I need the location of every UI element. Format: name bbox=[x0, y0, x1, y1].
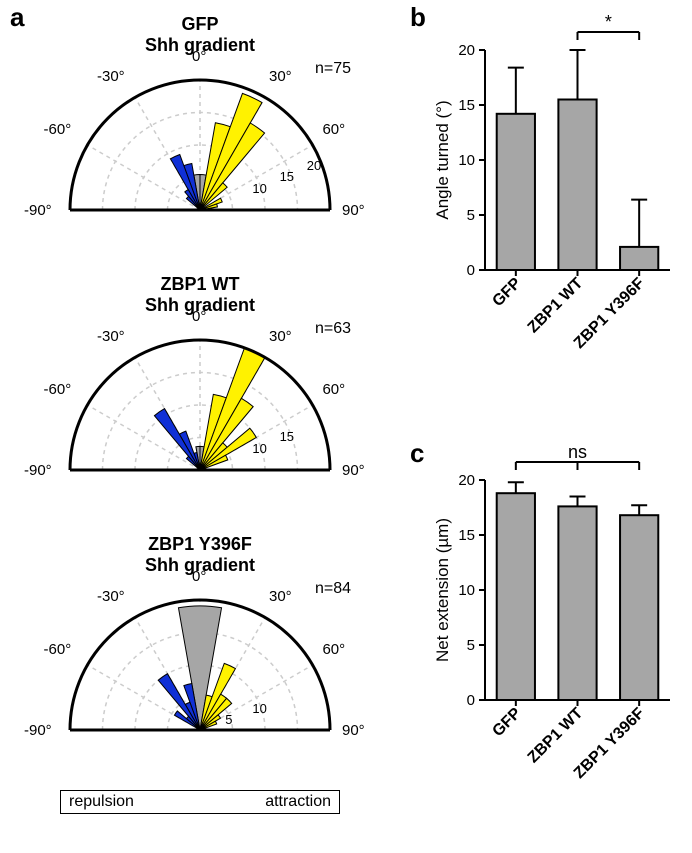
svg-text:ZBP1 WT: ZBP1 WT bbox=[525, 705, 587, 767]
panel-b-label: b bbox=[410, 2, 426, 33]
angle-label: 60° bbox=[322, 121, 345, 138]
svg-text:10: 10 bbox=[458, 582, 475, 599]
legend-attraction: attraction bbox=[265, 793, 331, 811]
svg-text:10: 10 bbox=[458, 152, 475, 169]
angle-label: 30° bbox=[269, 588, 292, 605]
angle-label: -90° bbox=[24, 202, 52, 219]
panel-a-label: a bbox=[10, 2, 24, 33]
figure-root: a b c GFPShh gradientn=75-90°-60°-30°0°3… bbox=[0, 0, 692, 853]
svg-text:Net extension (µm): Net extension (µm) bbox=[433, 518, 452, 662]
svg-text:Angle turned (°): Angle turned (°) bbox=[433, 100, 452, 219]
angle-label: 90° bbox=[342, 722, 365, 739]
radial-tick-label: 10 bbox=[252, 701, 266, 716]
angle-label: -60° bbox=[44, 381, 72, 398]
angle-label: 90° bbox=[342, 202, 365, 219]
svg-text:GFP: GFP bbox=[489, 275, 525, 311]
angle-label: -60° bbox=[44, 121, 72, 138]
svg-text:ZBP1 WT: ZBP1 WT bbox=[525, 275, 587, 337]
angle-label: 30° bbox=[269, 68, 292, 85]
panel-c-label: c bbox=[410, 438, 424, 469]
bar-chart-angle-turned: 05101520Angle turned (°)GFPZBP1 WTZBP1 Y… bbox=[430, 10, 680, 370]
radial-tick-label: 10 bbox=[252, 441, 266, 456]
radial-tick-label: 15 bbox=[280, 169, 294, 184]
radial-tick-label: 10 bbox=[252, 181, 266, 196]
radial-tick-label: 5 bbox=[225, 712, 232, 727]
svg-text:0: 0 bbox=[467, 692, 475, 709]
n-label: n=75 bbox=[315, 60, 351, 78]
angle-label: -30° bbox=[97, 588, 125, 605]
svg-text:5: 5 bbox=[467, 637, 475, 654]
polar-gfp: GFPShh gradientn=75-90°-60°-30°0°30°60°9… bbox=[30, 20, 370, 250]
svg-text:0: 0 bbox=[467, 262, 475, 279]
polar-y396f: ZBP1 Y396FShh gradientn=84-90°-60°-30°0°… bbox=[30, 540, 370, 770]
angle-label: -30° bbox=[97, 68, 125, 85]
bar-chart-net-extension: 05101520Net extension (µm)GFPZBP1 WTZBP1… bbox=[430, 440, 680, 800]
radial-tick-label: 20 bbox=[307, 158, 321, 173]
svg-text:5: 5 bbox=[467, 207, 475, 224]
svg-text:20: 20 bbox=[458, 42, 475, 59]
legend: repulsion attraction bbox=[60, 790, 340, 814]
angle-label: -60° bbox=[44, 641, 72, 658]
angle-label: 60° bbox=[322, 641, 345, 658]
svg-text:ns: ns bbox=[568, 442, 587, 462]
polar-zbp1wt: ZBP1 WTShh gradientn=63-90°-60°-30°0°30°… bbox=[30, 280, 370, 510]
radial-tick-label: 15 bbox=[280, 429, 294, 444]
angle-label: 90° bbox=[342, 462, 365, 479]
angle-label: 0° bbox=[192, 48, 206, 65]
angle-label: -30° bbox=[97, 328, 125, 345]
angle-label: -90° bbox=[24, 722, 52, 739]
svg-text:20: 20 bbox=[458, 472, 475, 489]
n-label: n=84 bbox=[315, 580, 351, 598]
n-label: n=63 bbox=[315, 320, 351, 338]
svg-text:GFP: GFP bbox=[489, 705, 525, 741]
angle-label: 60° bbox=[322, 381, 345, 398]
legend-repulsion: repulsion bbox=[69, 793, 134, 811]
angle-label: 30° bbox=[269, 328, 292, 345]
svg-text:15: 15 bbox=[458, 527, 475, 544]
angle-label: 0° bbox=[192, 308, 206, 325]
svg-text:*: * bbox=[605, 12, 612, 32]
svg-text:15: 15 bbox=[458, 97, 475, 114]
angle-label: 0° bbox=[192, 568, 206, 585]
angle-label: -90° bbox=[24, 462, 52, 479]
